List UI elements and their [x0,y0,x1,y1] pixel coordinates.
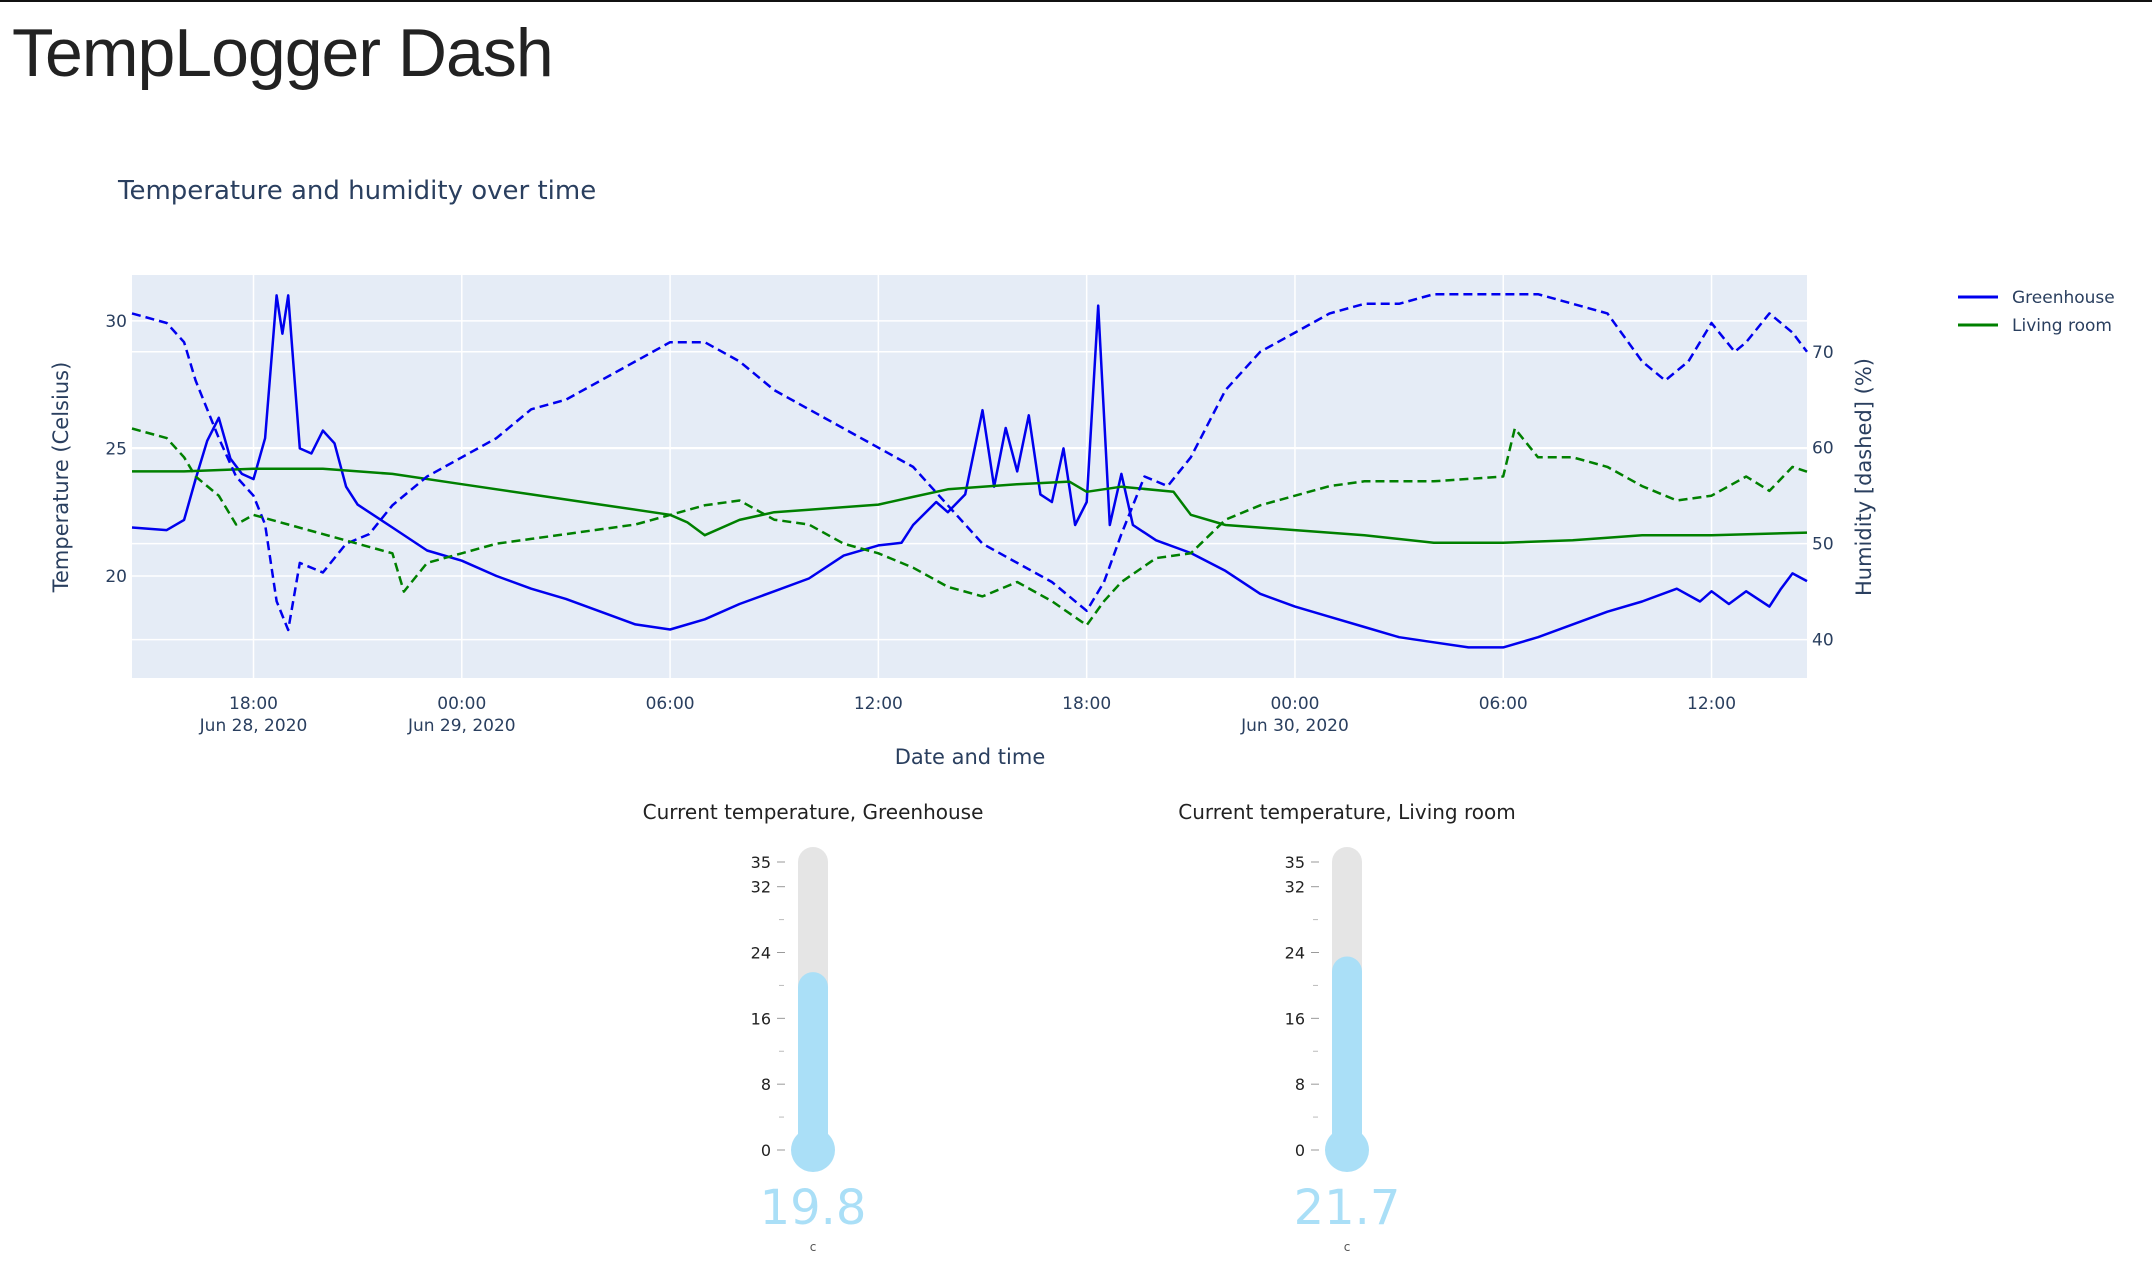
gauge-tick-label: 35 [751,853,771,872]
page-title: TempLogger Dash [12,14,553,92]
gauge-unit: c [603,1240,1023,1254]
gauge-greenhouse: Current temperature, Greenhouse 0 8 16 24 32… [603,800,1023,1260]
legend-item-greenhouse[interactable]: Greenhouse [1958,288,2115,308]
gauge-tick-label: 32 [751,878,771,897]
x-tick-label: 18:00 [1062,694,1111,714]
gauge-bulb [1325,1128,1369,1172]
temperature-humidity-chart[interactable]: Temperature and humidity over time 18:00… [0,150,2152,790]
y2-tick-label: 50 [1812,535,1834,555]
gauge-tick-label: 24 [751,944,771,963]
y-axis-left: 20 25 30 [105,312,127,587]
x-tick-label: 12:00 [854,694,903,714]
gauge-tick-label: 8 [761,1075,771,1094]
x-tick-label: 18:00 [229,694,278,714]
chart-title: Temperature and humidity over time [117,176,596,206]
x-tick-label: 00:00 [1270,694,1319,714]
gauge-title: Current temperature, Living room [1137,800,1557,824]
y-axis-label: Temperature (Celsius) [49,362,73,594]
top-border [0,0,2152,2]
y2-axis-label: Humidity [dashed] (%) [1852,358,1876,596]
gauge-tick-label: 35 [1285,853,1305,872]
y2-tick-label: 60 [1812,439,1834,459]
y-tick-label: 25 [105,439,127,459]
gauge-tick-label: 0 [1295,1141,1305,1160]
x-tick-label: 06:00 [1479,694,1528,714]
thermometer-gauge: 0 8 16 24 32 35 [1137,840,1557,1180]
legend[interactable]: Greenhouse Living room [1958,288,2115,336]
legend-label: Living room [2012,316,2112,336]
gauge-tick-label: 16 [1285,1009,1305,1028]
gauge-unit: c [1137,1240,1557,1254]
thermometer-gauge: 0 8 16 24 32 35 [603,840,1023,1180]
y-axis-right: 40 50 60 70 [1812,343,1834,651]
gauge-tick-label: 8 [1295,1075,1305,1094]
gauge-tick-label: 0 [761,1141,771,1160]
x-tick-label: 06:00 [646,694,695,714]
gauge-tick-label: 32 [1285,878,1305,897]
gauge-value: 19.8 [603,1180,1023,1236]
x-axis-label: Date and time [895,745,1046,769]
gauge-value: 21.7 [1137,1180,1557,1236]
x-tick-label: 00:00 [437,694,486,714]
x-tick-date-label: Jun 28, 2020 [199,716,308,736]
gauge-fill [1332,956,1362,1150]
x-tick-date-label: Jun 30, 2020 [1240,716,1349,736]
gauge-living-room: Current temperature, Living room 0 8 16 24 3… [1137,800,1557,1260]
gauge-bulb [791,1128,835,1172]
y2-tick-label: 40 [1812,631,1834,651]
x-tick-label: 12:00 [1687,694,1736,714]
gauge-fill [798,972,828,1150]
gauge-tick-label: 24 [1285,944,1305,963]
y-tick-label: 30 [105,312,127,332]
gauge-title: Current temperature, Greenhouse [603,800,1023,824]
x-tick-date-label: Jun 29, 2020 [407,716,516,736]
legend-item-living-room[interactable]: Living room [1958,316,2112,336]
legend-label: Greenhouse [2012,288,2115,308]
y-tick-label: 20 [105,567,127,587]
y2-tick-label: 70 [1812,343,1834,363]
gauge-tick-label: 16 [751,1009,771,1028]
